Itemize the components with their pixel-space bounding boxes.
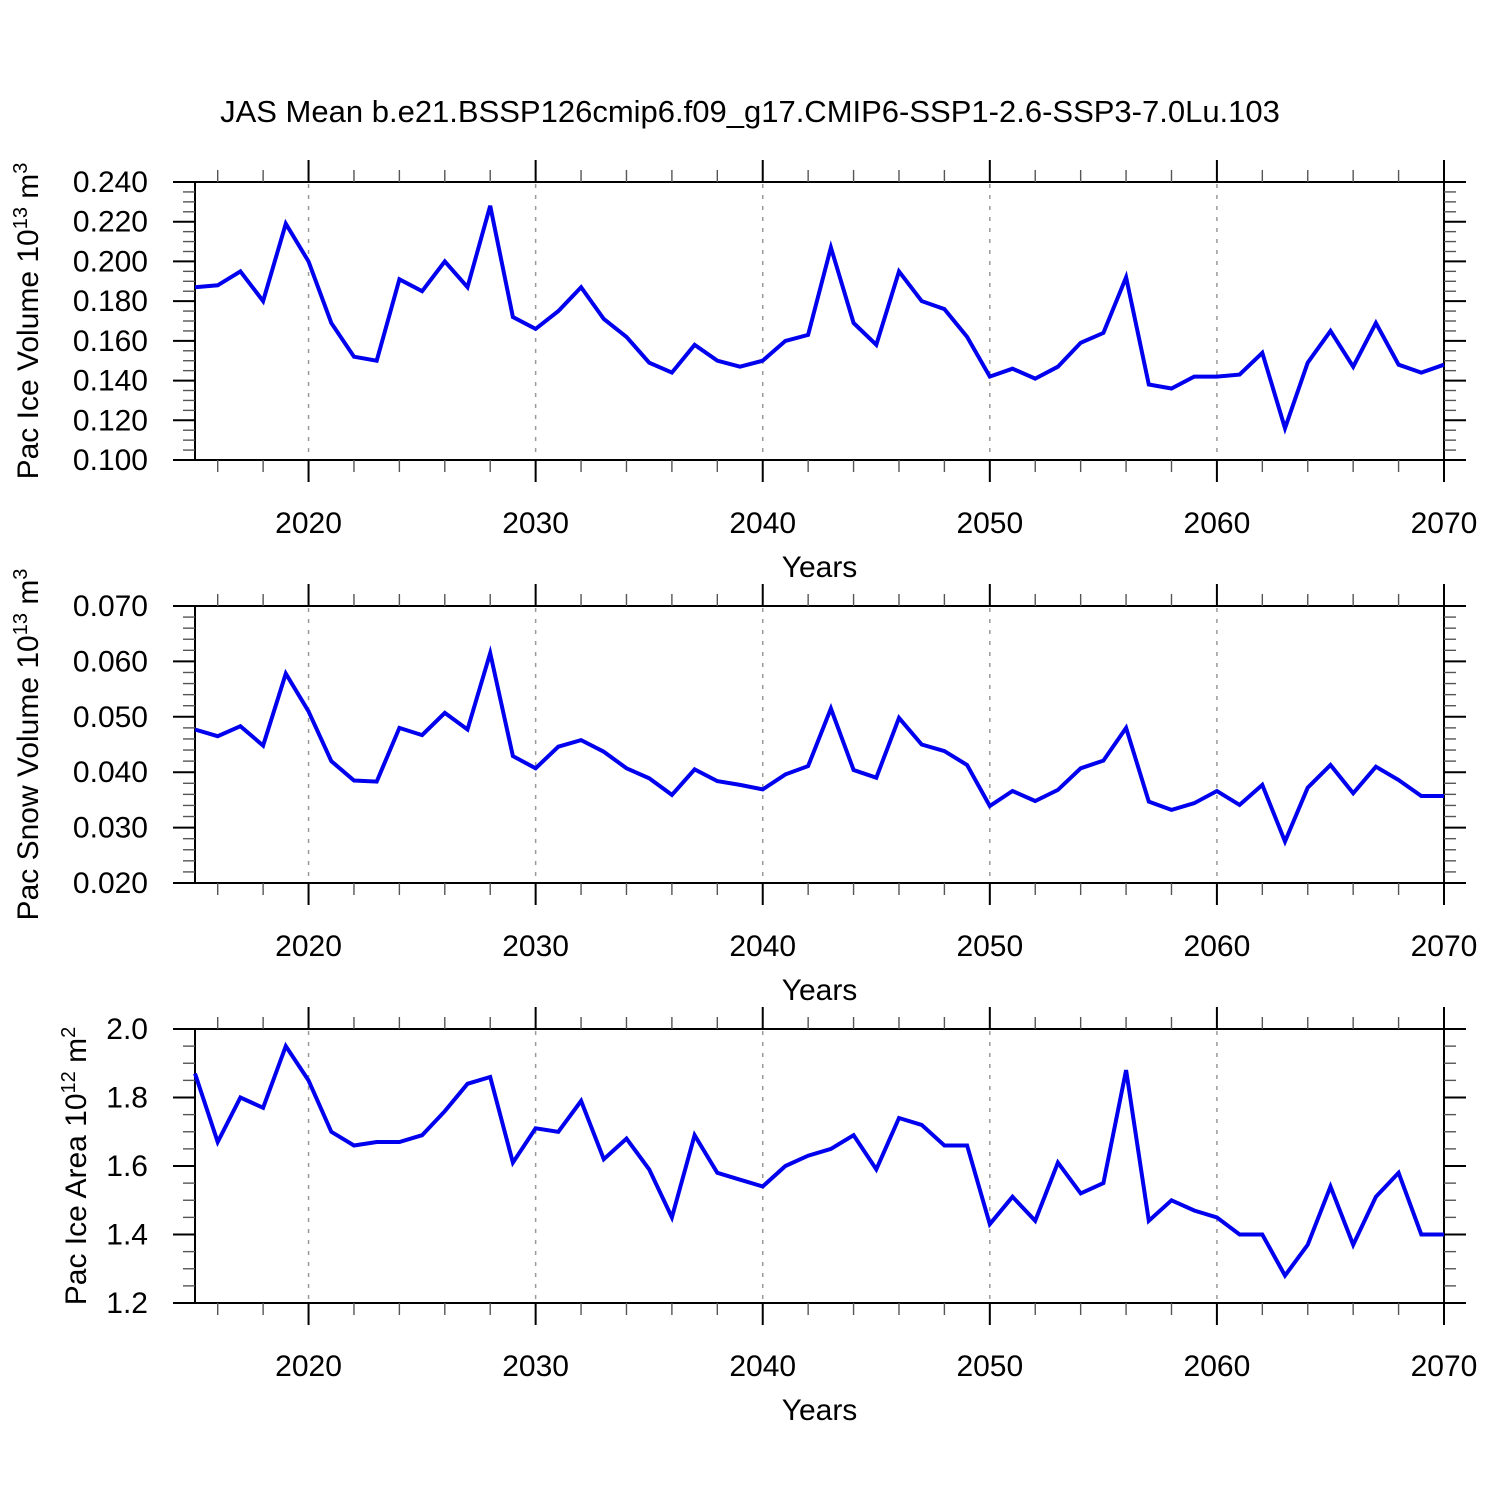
plot-frame — [194, 1028, 1445, 1304]
figure-title: JAS Mean b.e21.BSSP126cmip6.f09_g17.CMIP… — [220, 94, 1280, 129]
x-tick-label: 2050 — [956, 1350, 1023, 1383]
y-tick-label: 1.2 — [106, 1287, 148, 1320]
y-tick-label: 0.180 — [73, 285, 148, 318]
x-tick-label: 2060 — [1184, 930, 1251, 963]
x-tick-label: 2030 — [502, 1350, 569, 1383]
x-tick-label: 2030 — [502, 507, 569, 540]
y-tick-label: 0.030 — [73, 812, 148, 845]
y-tick-label: 0.040 — [73, 756, 148, 789]
x-tick-label: 2020 — [275, 507, 342, 540]
x-tick-label: 2070 — [1411, 507, 1478, 540]
x-tick-label: 2040 — [729, 1350, 796, 1383]
x-tick-label: 2040 — [729, 507, 796, 540]
y-tick-label: 0.100 — [73, 444, 148, 477]
x-tick-label: 2020 — [275, 930, 342, 963]
x-tick-label: 2050 — [956, 507, 1023, 540]
y-tick-label: 0.060 — [73, 645, 148, 678]
x-tick-label: 2060 — [1184, 1350, 1251, 1383]
subplot-3: 2020 2030 2040 2050 2060 2070 1.2 1.4 1.6 1.8 2.0 Y… — [58, 1007, 1477, 1427]
plot-frame — [194, 181, 1445, 461]
y-tick-label: 0.220 — [73, 206, 148, 239]
x-tick-label: 2070 — [1411, 1350, 1478, 1383]
data-line — [194, 645, 1444, 847]
y-tick-label: 0.020 — [73, 867, 148, 900]
y-tick-label: 0.240 — [73, 166, 148, 199]
data-line — [193, 1041, 1444, 1280]
x-axis-title: Years — [782, 551, 858, 584]
x-tick-label: 2060 — [1184, 507, 1251, 540]
y-tick-label: 1.6 — [106, 1150, 148, 1183]
y-tick-label: 0.070 — [73, 590, 148, 623]
subplot-1: 2020 2030 2040 2050 2060 2070 0.100 0.120 0.140 0… — [10, 160, 1477, 584]
y-tick-label: 0.200 — [73, 245, 148, 278]
y-tick-label: 0.140 — [73, 365, 148, 398]
y-tick-label: 2.0 — [106, 1013, 148, 1046]
y-tick-label: 0.120 — [73, 404, 148, 437]
x-tick-label: 2030 — [502, 930, 569, 963]
y-tick-label: 0.050 — [73, 701, 148, 734]
data-line — [194, 205, 1445, 435]
x-axis-title: Years — [782, 974, 858, 1007]
x-tick-label: 2040 — [729, 930, 796, 963]
x-tick-label: 2020 — [275, 1350, 342, 1383]
x-tick-label: 2070 — [1411, 930, 1478, 963]
y-tick-label: 1.8 — [106, 1082, 148, 1115]
subplot-2: 2020 2030 2040 2050 2060 2070 0.020 0.030 0.040 0… — [10, 569, 1477, 1007]
x-axis-title: Years — [782, 1394, 858, 1427]
plot-frame — [194, 605, 1445, 884]
y-tick-label: 0.160 — [73, 325, 148, 358]
y-tick-label: 1.4 — [106, 1219, 148, 1252]
y-axis-title: Pac Ice Volume 1013 m3 — [10, 163, 45, 480]
y-axis-title: Pac Snow Volume 1013 m3 — [10, 569, 45, 921]
x-tick-label: 2050 — [956, 930, 1023, 963]
y-axis-title: Pac Ice Area 1012 m2 — [58, 1027, 93, 1306]
charts-group: 2020 2030 2040 2050 2060 2070 0.100 0.120 0.140 0… — [10, 160, 1477, 1427]
